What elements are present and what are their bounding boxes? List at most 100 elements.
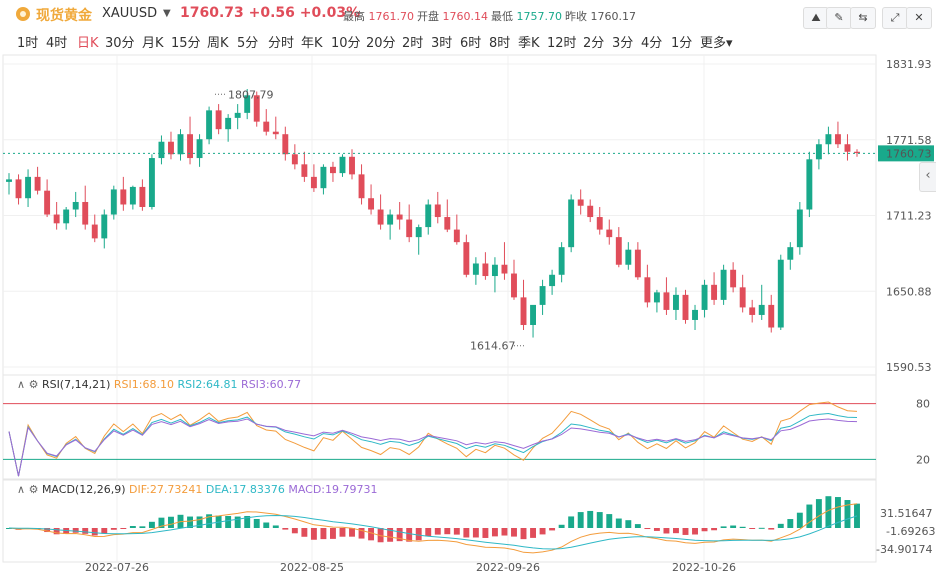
macd-legend: ∧ ⚙ MACD(12,26,9) DIF:27.73241 DEA:17.83… xyxy=(17,483,378,496)
gear-icon[interactable]: ⚙ xyxy=(28,378,39,391)
macd-bar xyxy=(263,522,270,528)
prev-close-stat: 昨收 1760.17 xyxy=(565,10,636,23)
candle-body xyxy=(501,264,508,274)
gear-icon[interactable]: ⚙ xyxy=(28,483,39,496)
compare-icon[interactable]: ⇆ xyxy=(850,7,876,29)
candle-body xyxy=(720,269,727,300)
price-tick-label: 1771.58 xyxy=(886,134,932,147)
macd-bar xyxy=(120,528,127,529)
macd-bar xyxy=(739,526,746,528)
macd-bar xyxy=(787,519,794,528)
fullscreen-icon[interactable]: ⤢ xyxy=(882,7,908,29)
tab-日K[interactable]: 日K xyxy=(77,36,99,51)
gold-coin-icon xyxy=(16,7,30,21)
rsi3-line xyxy=(8,418,858,477)
macd-bar xyxy=(673,528,679,534)
macd-bar xyxy=(63,528,70,535)
rsi-legend: ∧ ⚙ RSI(7,14,21) RSI1:68.10 RSI2:64.81 R… xyxy=(17,378,302,391)
macd-bar xyxy=(511,528,517,537)
macd-bar xyxy=(72,528,79,533)
macd-bar xyxy=(110,528,117,530)
candle-body xyxy=(120,189,127,205)
macd-bar xyxy=(558,524,565,528)
tab-年K[interactable]: 年K xyxy=(301,36,323,51)
macd-bar xyxy=(711,528,718,531)
candle-body xyxy=(215,110,222,130)
candle-body xyxy=(63,209,70,224)
candle-body xyxy=(682,294,689,320)
candle-body xyxy=(206,110,213,140)
candle-body xyxy=(72,201,79,210)
macd-bar xyxy=(148,521,155,528)
candle-body xyxy=(34,176,41,191)
candle-body xyxy=(349,156,355,175)
collapse-icon[interactable]: ∧ xyxy=(17,378,26,391)
current-price-tag xyxy=(878,145,934,162)
quote-header: 现货黄金 XAUUSD ▼ 1760.73 +0.56 +0.03% 最高 17… xyxy=(0,0,936,30)
open-stat: 开盘 1760.14 xyxy=(417,10,488,23)
macd-bar xyxy=(44,528,51,533)
high-stat: 最高 1761.70 xyxy=(343,10,414,23)
candle-body xyxy=(844,144,851,152)
macd-bar xyxy=(377,528,384,543)
candle-body xyxy=(434,204,441,218)
candle-body xyxy=(787,247,794,260)
tab-3时[interactable]: 3时 xyxy=(431,36,453,51)
date-tick-label: 2022-10-26 xyxy=(672,561,736,574)
tab-更多[interactable]: 更多▾ xyxy=(700,36,733,51)
tab-15分[interactable]: 15分 xyxy=(171,36,201,51)
macd-bar xyxy=(530,528,536,538)
candle-body xyxy=(291,154,298,165)
tab-4分[interactable]: 4分 xyxy=(641,36,663,51)
candle-body xyxy=(777,259,784,328)
tab-月K[interactable]: 月K xyxy=(142,36,164,51)
price-tick-label: 1831.93 xyxy=(886,58,932,71)
macd-bar xyxy=(434,528,441,535)
tab-1分[interactable]: 1分 xyxy=(671,36,693,51)
tab-2分[interactable]: 2分 xyxy=(583,36,605,51)
tab-季K[interactable]: 季K xyxy=(518,36,540,51)
tab-1时[interactable]: 1时 xyxy=(17,36,39,51)
instrument-symbol[interactable]: XAUUSD xyxy=(102,6,158,21)
macd-bar xyxy=(568,516,575,528)
chevron-down-icon[interactable]: ▼ xyxy=(163,8,171,19)
candle-body xyxy=(168,141,174,155)
candle-body xyxy=(615,237,622,265)
tab-30分[interactable]: 30分 xyxy=(105,36,135,51)
candle-body xyxy=(396,214,403,220)
macd-bar xyxy=(406,528,413,542)
macd-level-label: -1.69263 xyxy=(886,525,935,538)
tab-8时[interactable]: 8时 xyxy=(489,36,511,51)
tab-4时[interactable]: 4时 xyxy=(46,36,68,51)
instrument-name: 现货黄金 xyxy=(36,8,92,24)
candle-body xyxy=(463,242,470,275)
tab-20分[interactable]: 20分 xyxy=(366,36,396,51)
tab-2时[interactable]: 2时 xyxy=(402,36,424,51)
macd-bar xyxy=(758,527,765,529)
chevron-left-icon[interactable]: ‹ xyxy=(919,162,936,192)
tab-分时[interactable]: 分时 xyxy=(268,36,295,51)
price-tick-label: 1590.53 xyxy=(886,361,932,374)
tab-6时[interactable]: 6时 xyxy=(460,36,482,51)
candle-body xyxy=(625,249,632,265)
collapse-icon[interactable]: ∧ xyxy=(17,483,26,496)
tab-10分[interactable]: 10分 xyxy=(331,36,361,51)
macd-pane-frame xyxy=(2,479,877,563)
candle-body xyxy=(701,284,708,310)
tab-12时[interactable]: 12时 xyxy=(547,36,577,51)
candle-body xyxy=(415,227,422,238)
macd-bar xyxy=(387,528,394,542)
tab-5分[interactable]: 5分 xyxy=(237,36,259,51)
candle-body xyxy=(310,176,317,189)
tab-3分[interactable]: 3分 xyxy=(612,36,634,51)
tab-周K[interactable]: 周K xyxy=(207,36,229,51)
macd-bar xyxy=(206,514,213,528)
candle-body xyxy=(491,264,498,277)
macd-bar xyxy=(844,500,851,528)
date-tick-label: 2022-07-26 xyxy=(85,561,149,574)
macd-bar xyxy=(825,496,832,528)
close-icon[interactable]: ✕ xyxy=(906,7,932,29)
rsi-level-label: 20 xyxy=(916,453,930,466)
macd-bar xyxy=(225,515,232,528)
